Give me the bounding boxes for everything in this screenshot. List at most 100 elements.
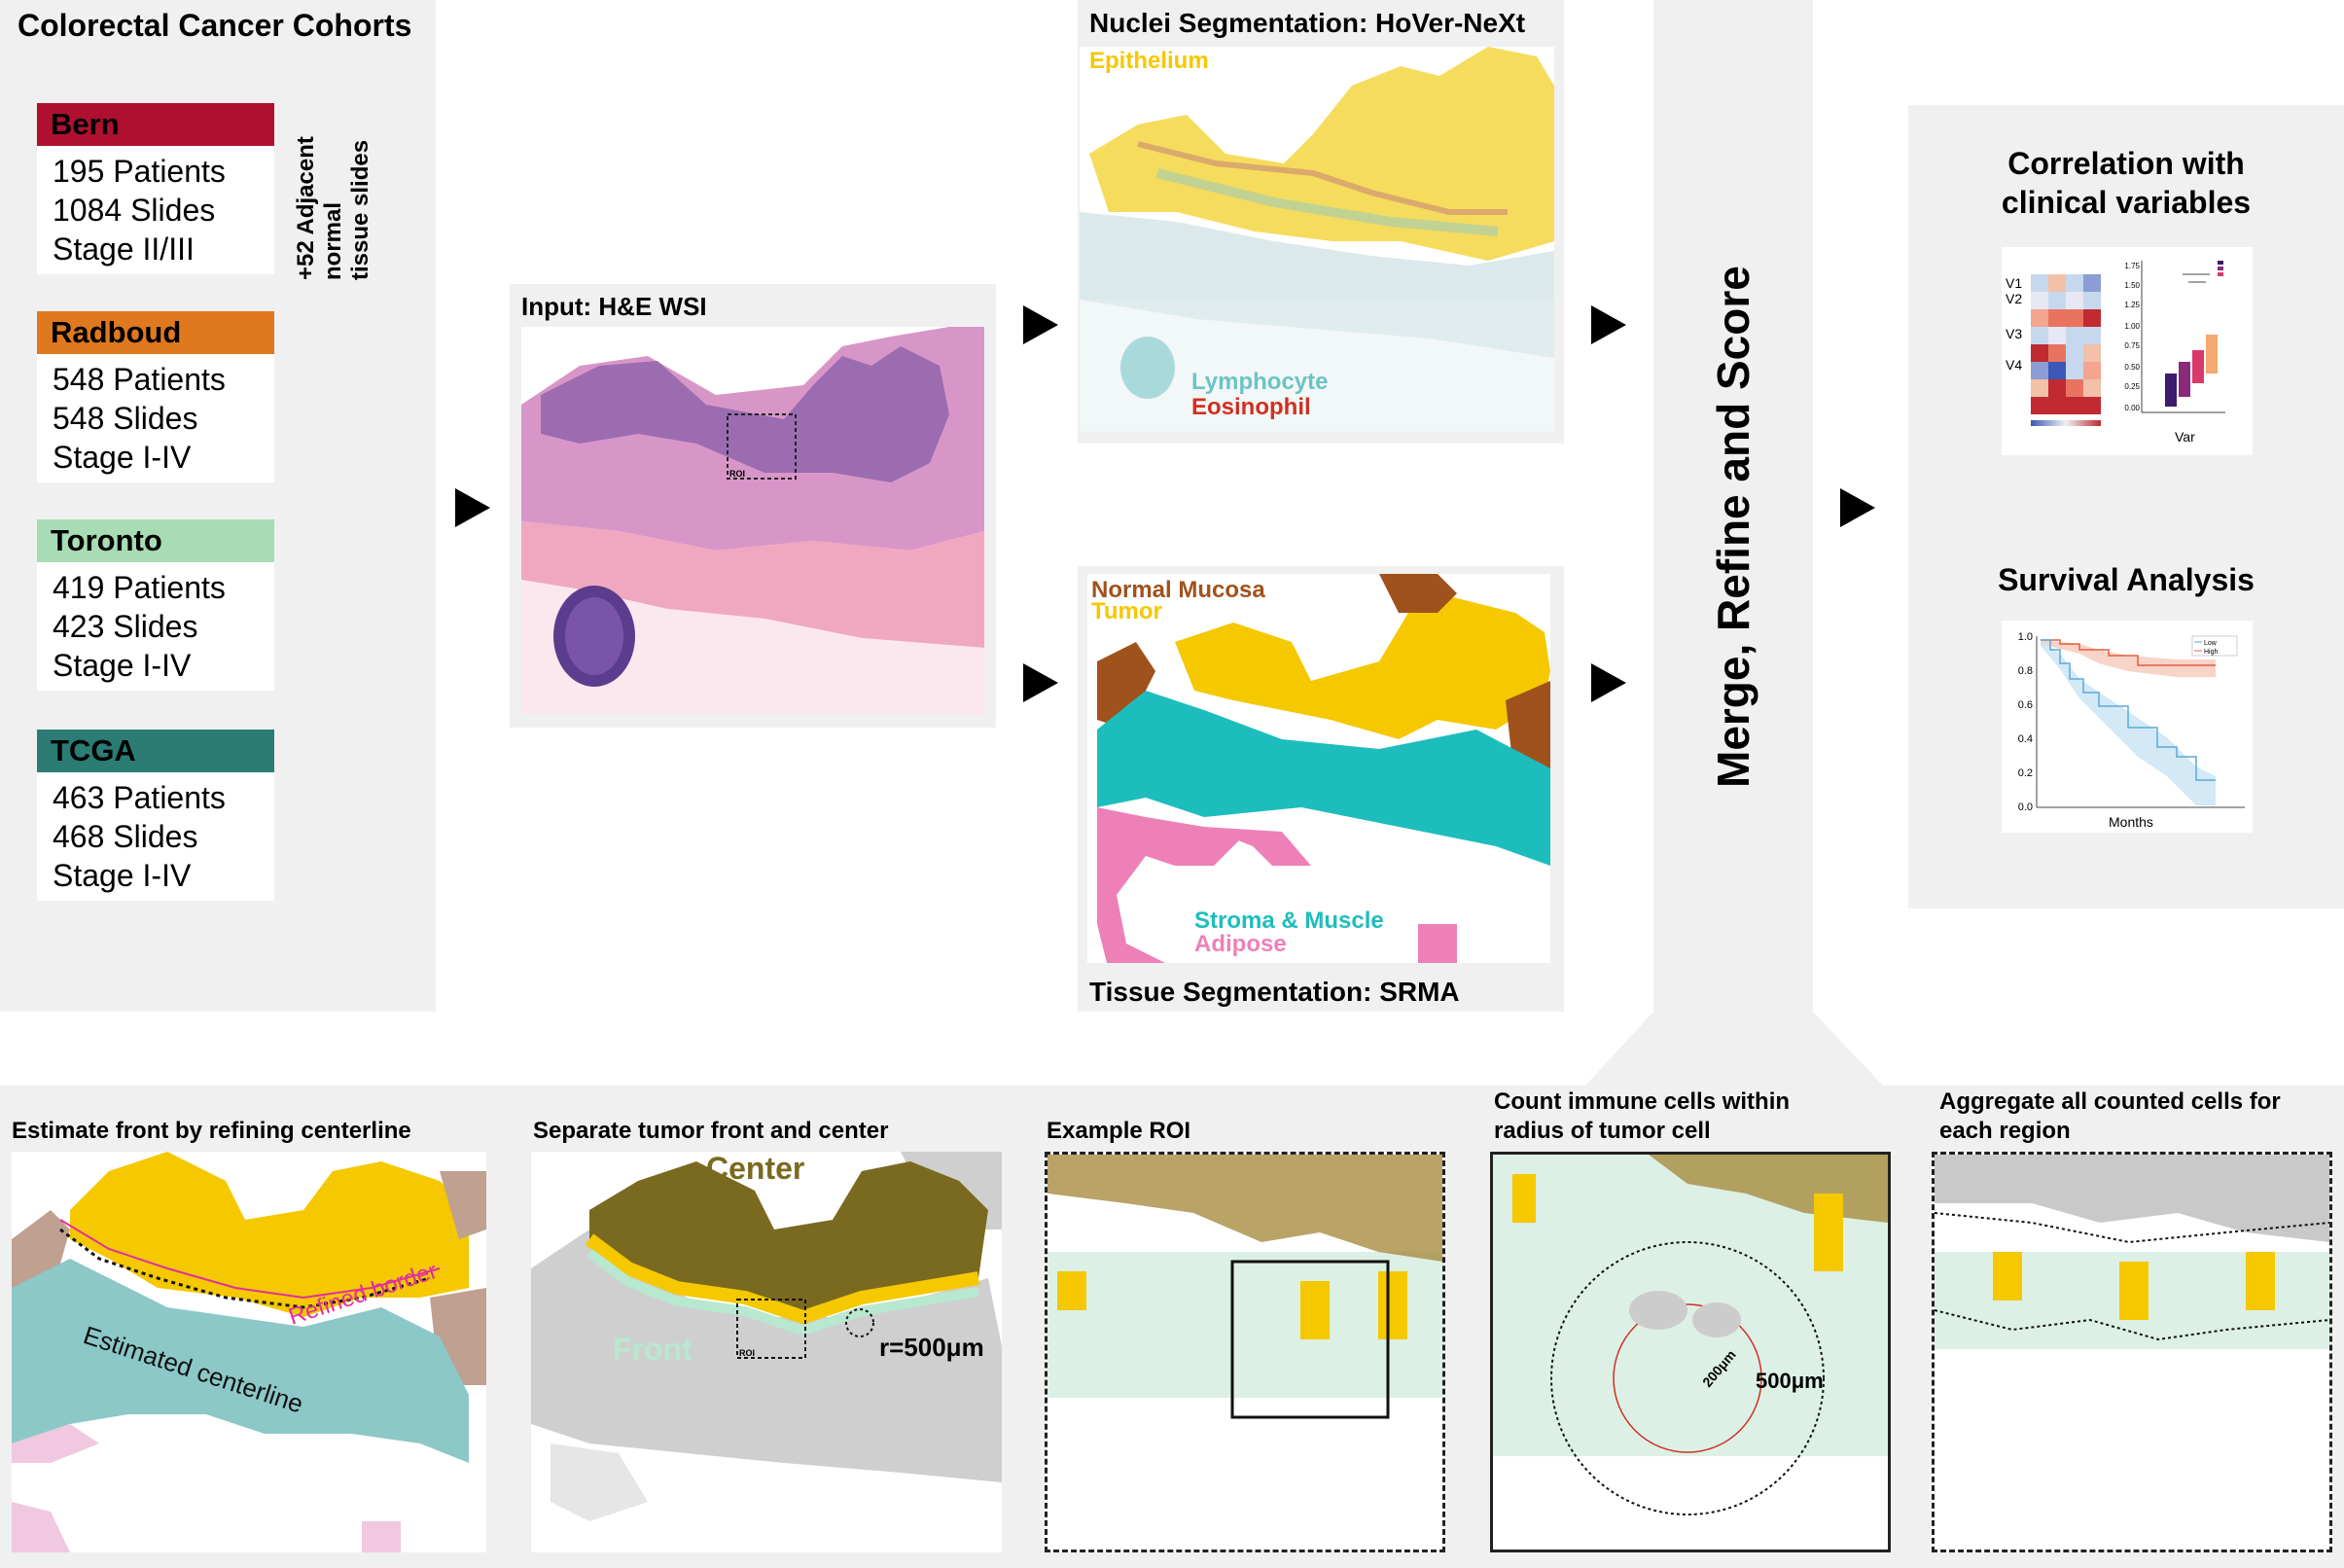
km-xlabel: Months xyxy=(2109,814,2153,830)
legend-stroma: Stroma & Muscle xyxy=(1194,908,1384,934)
heatmap-cells xyxy=(2031,274,2101,414)
cohort-radboud-stage: Stage I-IV xyxy=(53,440,192,475)
step4-r500-label: 500μm xyxy=(1756,1369,1824,1393)
box-1 xyxy=(2165,374,2177,407)
heatmap-row-v1: V1 xyxy=(2006,275,2022,291)
step3-image-svg xyxy=(1048,1155,1442,1550)
tissue-image-svg: Normal Mucosa Tumor Stroma & Muscle Adip… xyxy=(1087,574,1550,963)
legend-lymphocyte: Lymphocyte xyxy=(1191,369,1328,395)
step2-title: Separate tumor front and center xyxy=(533,1118,889,1144)
arrow-input-to-tissue xyxy=(1023,663,1058,702)
correlation-title-2: clinical variables xyxy=(2001,185,2252,220)
step5-image-svg xyxy=(1935,1155,2329,1550)
cohort-bern-slides: 1084 Slides xyxy=(53,193,216,228)
cohort-tcga-patients: 463 Patients xyxy=(53,780,226,815)
wsi-roi-label: ROI xyxy=(729,469,745,479)
nuclei-image: Epithelium Lymphocyte Eosinophil xyxy=(1080,47,1554,432)
box-ytick-0: 1.75 xyxy=(2124,262,2140,270)
km-ytick-4: 0.2 xyxy=(2018,767,2033,779)
km-legend-low: Low xyxy=(2204,640,2218,647)
cohort-bern-stage: Stage II/III xyxy=(53,232,195,267)
survival-figure-svg: 1.0 0.8 0.6 0.4 0.2 0.0 Low High Months xyxy=(2002,621,2253,833)
step4-title-1: Count immune cells within xyxy=(1494,1088,1791,1115)
step4-r200-circle xyxy=(1613,1303,1762,1453)
merge-label: Merge, Refine and Score xyxy=(1708,266,1758,788)
box-3 xyxy=(2192,350,2204,383)
cohort-bern-body: 195 Patients 1084 Slides Stage II/III xyxy=(37,146,274,274)
box-ytick-4: 0.75 xyxy=(2124,341,2140,350)
arrow-nuclei-to-merge xyxy=(1591,305,1626,344)
step2-image-svg: ROI Center Front r=500μm xyxy=(531,1152,1002,1552)
cohorts-title: Colorectal Cancer Cohorts xyxy=(18,8,412,43)
step5-image xyxy=(1932,1152,2332,1552)
nuclei-title: Nuclei Segmentation: HoVer-NeXt xyxy=(1089,8,1526,38)
cohort-toronto-stage: Stage I-IV xyxy=(53,648,192,683)
cohort-bern-header: Bern xyxy=(37,103,274,146)
arrow-merge-to-results xyxy=(1840,488,1875,527)
box-ytick-1: 1.50 xyxy=(2124,281,2140,290)
box-ytick-5: 0.50 xyxy=(2124,363,2140,372)
box-4 xyxy=(2206,335,2218,374)
cohort-tcga-slides: 468 Slides xyxy=(53,819,198,854)
wsi-image: ROI xyxy=(521,327,984,714)
merge-label-wrap: Merge, Refine and Score xyxy=(1653,0,1813,1012)
box-ytick-7: 0.00 xyxy=(2124,404,2140,412)
heatmap-row-v4: V4 xyxy=(2006,357,2022,373)
step2-roi-label: ROI xyxy=(739,1348,755,1358)
box-ytick-3: 1.00 xyxy=(2124,322,2140,331)
arrow-cohorts-to-input xyxy=(455,488,490,527)
box-ytick-6: 0.25 xyxy=(2124,382,2140,391)
merge-label-svg: Merge, Refine and Score xyxy=(1708,266,1758,788)
cohort-radboud-body: 548 Patients 548 Slides Stage I-IV xyxy=(37,354,274,482)
km-high-line xyxy=(2041,639,2216,666)
cohort-radboud-patients: 548 Patients xyxy=(53,362,226,397)
cohort-toronto-slides: 423 Slides xyxy=(53,609,198,644)
cohort-toronto-patients: 419 Patients xyxy=(53,570,226,605)
step4-r500-circle xyxy=(1550,1241,1825,1515)
adjacent-line-1: +52 Adjacent xyxy=(293,136,319,280)
km-ytick-1: 0.8 xyxy=(2018,665,2033,677)
step3-title: Example ROI xyxy=(1047,1118,1191,1144)
cohort-radboud-slides: 548 Slides xyxy=(53,401,198,436)
arrow-tissue-to-merge xyxy=(1591,663,1626,702)
km-ytick-5: 0.0 xyxy=(2018,802,2033,813)
arrow-input-to-nuclei xyxy=(1023,305,1058,344)
cohort-bern-patients: 195 Patients xyxy=(53,154,226,189)
step1-image-svg: Refined border Estimated centerline xyxy=(12,1152,486,1552)
step3-image xyxy=(1045,1152,1445,1552)
step3-zoom-box xyxy=(1230,1260,1390,1419)
heatmap-colorbar xyxy=(2031,420,2101,426)
nuclei-image-svg: Epithelium Lymphocyte Eosinophil xyxy=(1080,47,1554,432)
km-low-line xyxy=(2041,639,2216,781)
wsi-image-svg: ROI xyxy=(521,327,984,714)
cohort-tcga-stage: Stage I-IV xyxy=(53,858,192,893)
step1-image: Refined border Estimated centerline xyxy=(12,1152,486,1552)
step4-image: 200μm 500μm xyxy=(1490,1152,1891,1552)
correlation-figure-svg: V1 V2 V3 V4 1.75 1.50 1.25 1.00 0.75 0.5… xyxy=(2002,247,2253,455)
step5-title-1: Aggregate all counted cells for xyxy=(1939,1088,2281,1115)
legend-tumor: Tumor xyxy=(1091,598,1162,624)
legend-eosinophil: Eosinophil xyxy=(1191,394,1311,420)
correlation-title-1: Correlation with xyxy=(2007,146,2245,181)
step4-image-svg: 200μm 500μm xyxy=(1493,1155,1888,1550)
km-ytick-0: 1.0 xyxy=(2018,631,2033,643)
adjacent-line-2: normal xyxy=(320,202,346,280)
correlation-figure: V1 V2 V3 V4 1.75 1.50 1.25 1.00 0.75 0.5… xyxy=(2002,247,2253,455)
legend-epithelium: Epithelium xyxy=(1089,48,1209,74)
step4-title-2: radius of tumor cell xyxy=(1494,1118,1711,1144)
cohort-toronto-header: Toronto xyxy=(37,519,274,562)
tissue-image: Normal Mucosa Tumor Stroma & Muscle Adip… xyxy=(1087,574,1550,963)
cohort-tcga-header: TCGA xyxy=(37,730,274,772)
box-xlabel: Var xyxy=(2175,429,2195,445)
km-ytick-3: 0.4 xyxy=(2018,733,2033,745)
survival-figure: 1.0 0.8 0.6 0.4 0.2 0.0 Low High Months xyxy=(2002,621,2253,833)
step1-title: Estimate front by refining centerline xyxy=(12,1118,411,1144)
cohort-tcga-body: 463 Patients 468 Slides Stage I-IV xyxy=(37,772,274,901)
step2-radius-label: r=500μm xyxy=(879,1333,984,1362)
box-2 xyxy=(2179,362,2190,397)
cohort-toronto-body: 419 Patients 423 Slides Stage I-IV xyxy=(37,562,274,691)
step2-image: ROI Center Front r=500μm xyxy=(531,1152,1002,1552)
adjacent-line-3: tissue slides xyxy=(347,140,373,280)
input-title: Input: H&E WSI xyxy=(521,292,707,321)
step5-title-2: each region xyxy=(1939,1118,2071,1144)
